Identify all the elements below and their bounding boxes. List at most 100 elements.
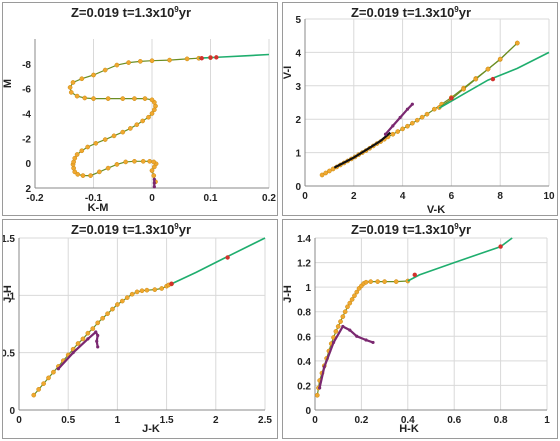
x-tick-label: 1 bbox=[115, 415, 121, 426]
data-point bbox=[79, 148, 85, 154]
data-point bbox=[46, 375, 51, 381]
series-line-purple bbox=[318, 325, 374, 389]
series-line-green bbox=[438, 51, 550, 109]
data-point bbox=[419, 114, 425, 120]
y-tick-label: 0 bbox=[9, 406, 15, 417]
data-point bbox=[323, 170, 329, 176]
series-line-tip bbox=[33, 283, 172, 396]
data-point bbox=[410, 102, 414, 106]
y-axis-label: J-H bbox=[3, 285, 14, 303]
data-point bbox=[140, 158, 146, 164]
y-tick-label: 1 bbox=[295, 149, 301, 160]
data-point bbox=[119, 298, 125, 304]
x-tick-label: 6 bbox=[449, 191, 455, 202]
y-tick-label: 4 bbox=[295, 48, 301, 59]
data-point bbox=[36, 387, 42, 392]
data-point bbox=[147, 158, 153, 164]
y-tick-label: -8 bbox=[22, 60, 31, 71]
chart-title: Z=0.019 t=1.3x109yr bbox=[71, 222, 191, 237]
y-tick-label: 0.6 bbox=[297, 332, 311, 343]
y-tick-label: 3 bbox=[295, 82, 301, 93]
data-point bbox=[123, 159, 129, 165]
data-point bbox=[382, 279, 387, 284]
data-point bbox=[137, 59, 143, 64]
chart-svg-4: 0 0.2 0.4 0.6 0.8 1 0 0.2 0.4 0.6 0.8 1 1.2 1.4 H-K J-H… bbox=[283, 222, 550, 435]
x-tick-label: 0.5 bbox=[61, 415, 75, 426]
data-point bbox=[128, 126, 133, 131]
data-point bbox=[120, 96, 126, 101]
data-point bbox=[134, 289, 140, 295]
data-point bbox=[345, 304, 350, 310]
data-point bbox=[485, 66, 491, 72]
data-point bbox=[375, 279, 380, 284]
data-point bbox=[80, 336, 86, 342]
x-tick-label: 0.6 bbox=[447, 415, 461, 426]
data-point bbox=[152, 181, 156, 185]
data-point bbox=[82, 95, 88, 101]
highlight-marker bbox=[498, 244, 503, 249]
y-tick-label: 0 bbox=[295, 182, 301, 193]
data-point bbox=[152, 185, 156, 189]
data-point bbox=[149, 111, 155, 116]
data-point bbox=[383, 132, 388, 136]
data-point bbox=[70, 80, 76, 85]
y-tick-label: 2 bbox=[295, 115, 301, 126]
y-tick-label: -4 bbox=[22, 110, 31, 121]
data-point bbox=[102, 67, 108, 73]
data-point bbox=[398, 115, 402, 120]
data-point bbox=[347, 300, 353, 306]
data-point bbox=[114, 162, 120, 167]
data-point bbox=[96, 333, 100, 338]
data-point bbox=[348, 328, 352, 332]
x-tick-label: 0 bbox=[149, 193, 155, 204]
data-point bbox=[110, 306, 115, 312]
y-tick-label: 1.2 bbox=[297, 259, 311, 270]
data-point bbox=[431, 106, 437, 112]
data-point bbox=[56, 367, 60, 371]
x-tick-label: -0.2 bbox=[26, 193, 44, 204]
data-point bbox=[405, 107, 410, 111]
x-tick-label: 0 bbox=[302, 191, 308, 202]
highlight-marker bbox=[412, 272, 417, 278]
data-point bbox=[105, 165, 111, 171]
x-tick-label: 0.8 bbox=[494, 415, 508, 426]
data-point bbox=[96, 345, 100, 349]
data-point bbox=[120, 129, 126, 135]
data-point bbox=[115, 302, 120, 307]
data-point bbox=[75, 171, 81, 177]
data-point bbox=[102, 137, 108, 142]
data-point bbox=[146, 114, 151, 120]
data-point bbox=[80, 173, 86, 178]
data-point bbox=[352, 293, 357, 299]
x-tick-label: 0.2 bbox=[354, 415, 368, 426]
x-axis-label: J-K bbox=[142, 423, 160, 435]
y-axis-label: J-H bbox=[283, 285, 294, 303]
y-axis-label: M bbox=[3, 79, 14, 88]
data-point bbox=[144, 287, 150, 293]
data-point bbox=[315, 392, 320, 398]
data-point bbox=[72, 155, 78, 161]
x-axis-label: H-K bbox=[399, 423, 419, 435]
data-point bbox=[95, 339, 99, 343]
data-point bbox=[68, 90, 74, 95]
chart-panel-2: 0 2 4 6 8 10 0 1 2 3 4 5 V-K V-I Z=0.019 t=1.3x109yr bbox=[282, 2, 558, 216]
data-point bbox=[410, 120, 415, 126]
data-point bbox=[319, 172, 325, 178]
data-point bbox=[111, 133, 117, 139]
data-point bbox=[149, 97, 155, 103]
chart-svg-1: -0.2 -0.1 0 0.1 0.2 -8 -6 -4 -2 0 2 K-M M Z=0.019 t=1… bbox=[3, 5, 276, 214]
y-tick-label: 0.4 bbox=[297, 357, 311, 368]
data-point bbox=[330, 166, 336, 172]
highlight-marker bbox=[214, 55, 219, 60]
data-point bbox=[340, 314, 346, 319]
highlight-marker bbox=[169, 281, 174, 287]
data-point bbox=[140, 118, 145, 124]
data-point bbox=[105, 311, 110, 317]
x-tick-label: 10 bbox=[543, 191, 555, 202]
chart-svg-2: 0 2 4 6 8 10 0 1 2 3 4 5 V-K V-I Z=0.019 t=1.3x109yr bbox=[283, 5, 555, 215]
y-tick-label: 1.5 bbox=[3, 234, 15, 245]
data-point bbox=[473, 76, 479, 82]
data-point bbox=[126, 60, 131, 65]
y-tick-label: 0 bbox=[305, 406, 311, 417]
